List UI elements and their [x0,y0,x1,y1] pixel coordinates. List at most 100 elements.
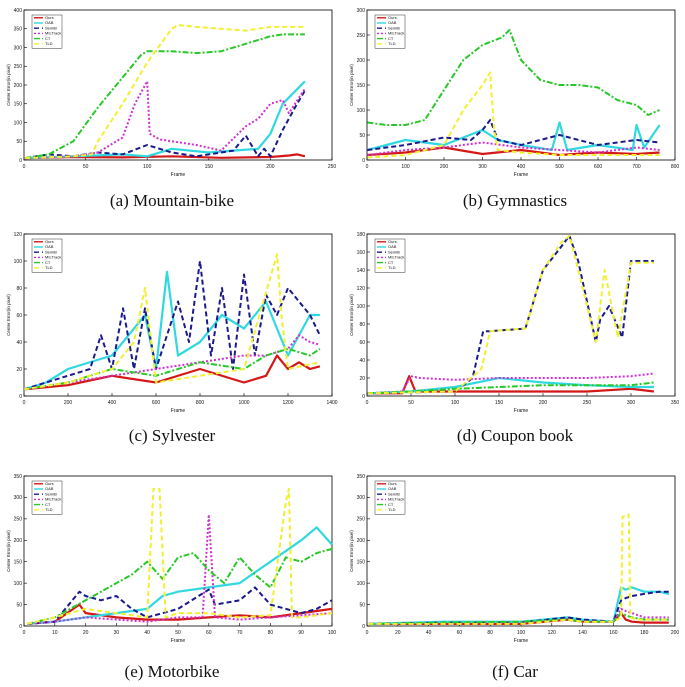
x-tick-label: 700 [632,164,641,170]
series-line-ct [25,33,305,160]
legend-label-ct: CT [45,260,51,265]
legend-label-semib: SemiB [388,491,400,496]
chart-motorbike: 0 10 20 30 40 50 60 70 80 90 100 0 50 100 150 200 250 300… [6,470,338,648]
y-tick-label: 200 [357,538,366,544]
x-tick-label: 300 [478,164,487,170]
chart-svg: 0 50 100 150 200 250 0 50 100 150 200 250 300 350 400 F… [6,8,337,178]
y-tick-label: 20 [16,367,22,373]
x-tick-label: 0 [366,630,369,636]
series-line-ct [24,347,321,391]
caption-gymnastics: (b) Gymnastics [462,191,568,210]
y-tick-label: 0 [19,624,22,630]
y-tick-label: 200 [14,83,23,89]
legend-label-miltrack: MILTrack [388,497,404,502]
y-tick-label: 350 [14,27,23,33]
x-tick-label: 250 [583,400,592,406]
y-tick-label: 200 [14,538,23,544]
x-axis-label: Frame [514,408,529,414]
series-line-semib [368,590,669,625]
x-tick-label: 30 [114,630,120,636]
legend-box [374,238,406,273]
legend-label-ours: Ours [45,481,54,486]
chart-gymnastics: 0 100 200 300 400 500 600 700 800 0 50 100 150 200 250… [349,4,681,182]
series-line-miltrack [367,141,660,156]
legend-label-oab: OAB [45,486,54,491]
series-line-ct [26,547,333,625]
chart-car: 0 20 40 60 80 100 120 140 160 180 200 0 50 100 150 200 2… [349,470,681,648]
y-tick-label: 150 [14,102,23,108]
x-tick-label: 400 [517,164,526,170]
x-tick-label: 400 [108,400,117,406]
y-tick-label: 120 [14,232,23,238]
legend-box [31,480,63,515]
x-tick-label: 100 [143,164,152,170]
x-tick-label: 0 [366,164,369,170]
x-tick-label: 1400 [326,400,337,406]
x-tick-label: 350 [671,400,680,406]
y-tick-label: 50 [16,602,22,608]
x-tick-label: 140 [578,630,587,636]
caption-car: (f) Car [492,662,538,681]
chart-svg: 0 20 40 60 80 100 120 140 160 180 200 0 50 100 150 200 2… [349,474,679,644]
series-line-semib [27,586,333,625]
y-tick-label: 250 [14,64,23,70]
y-tick-label: 60 [359,340,365,346]
x-tick-label: 100 [401,164,410,170]
y-axis-label: Center Error(in pixel) [6,530,11,572]
plot-area [23,475,333,627]
x-tick-label: 800 [671,164,680,170]
series-line-oab [367,121,661,152]
legend-label-semib: SemiB [45,249,57,254]
series-line-miltrack [25,80,306,160]
x-axis-label: Frame [171,408,186,414]
y-tick-label: 20 [359,376,365,382]
x-tick-label: 100 [517,630,526,636]
series-line-miltrack [27,513,333,625]
y-tick-label: 120 [357,286,366,292]
caption-coupon-book: (d) Coupon book [456,426,574,445]
x-tick-label: 200 [539,400,548,406]
caption-mountain-bike: (a) Mountain-bike [109,191,235,210]
legend-box [31,14,63,49]
legend-label-ours: Ours [45,15,54,20]
y-tick-label: 50 [359,602,365,608]
y-tick-label: 100 [14,581,23,587]
plot-area [366,233,676,397]
y-tick-label: 350 [14,474,23,480]
x-tick-label: 1000 [238,400,249,406]
series-line-oab [25,80,306,160]
y-tick-label: 300 [14,495,23,501]
series-line-oab [27,526,333,625]
x-tick-label: 70 [237,630,243,636]
plot-area [23,9,333,161]
series-line-tld [25,24,305,160]
series-line-tld [368,513,669,625]
legend-label-ct: CT [45,502,51,507]
y-tick-label: 80 [359,322,365,328]
legend-label-semib: SemiB [45,25,57,30]
x-tick-label: 250 [328,164,337,170]
x-tick-label: 300 [627,400,636,406]
y-tick-label: 300 [357,495,366,501]
x-tick-label: 0 [23,164,26,170]
y-tick-label: 400 [14,8,23,14]
y-tick-label: 100 [14,120,23,126]
y-axis-label: Center Error(in pixel) [349,64,354,106]
series-line-oab [23,270,320,391]
legend-box [31,238,63,273]
y-tick-label: 40 [16,340,22,346]
series-line-semib [367,234,654,395]
x-tick-label: 100 [451,400,460,406]
y-tick-label: 300 [14,45,23,51]
series-line-tld [26,487,333,625]
chart-sylvester: 0 200 400 600 800 1000 1200 1400 0 20 40 60 80 100 120… [6,228,338,418]
x-tick-label: 50 [408,400,414,406]
x-tick-label: 160 [609,630,618,636]
y-tick-label: 300 [357,8,366,14]
x-tick-label: 20 [395,630,401,636]
x-tick-label: 100 [328,630,337,636]
y-tick-label: 180 [357,232,366,238]
chart-coupon-book: 0 50 100 150 200 250 300 350 0 20 40 60 80 100 120 140 1… [349,228,681,418]
x-tick-label: 120 [548,630,557,636]
y-tick-label: 150 [357,560,366,566]
